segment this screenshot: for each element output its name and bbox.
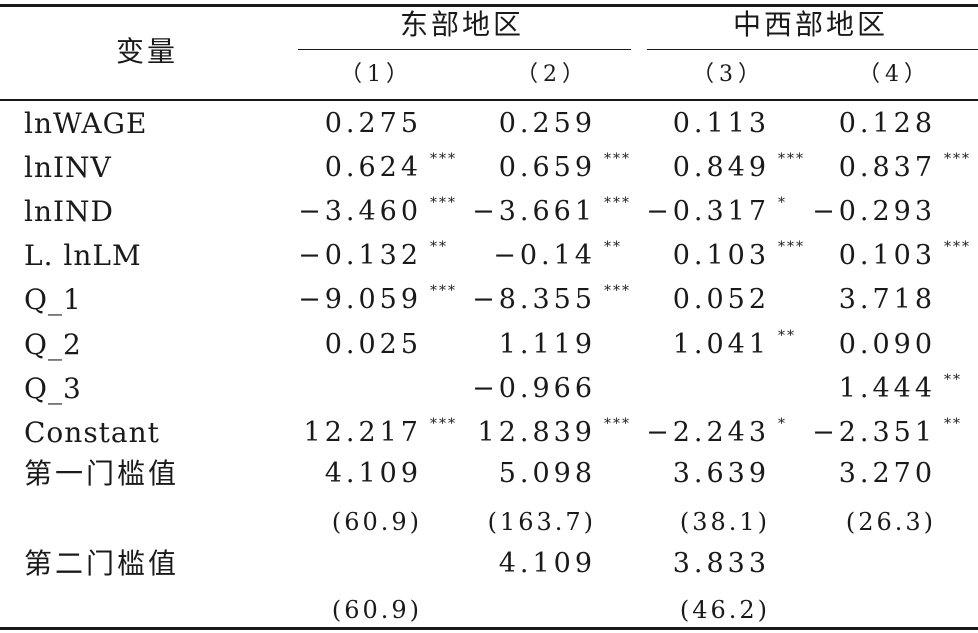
table-cell: 3.833 — [672, 548, 770, 579]
row-label: lnIND — [24, 195, 114, 228]
table-cell: −9.059 — [298, 284, 422, 315]
table-cell: 0.837 — [838, 152, 936, 183]
table-cell: (46.2) — [679, 596, 770, 624]
table-cell: 0.849 — [672, 152, 770, 183]
table-cell: 0.128 — [838, 108, 936, 139]
row-label: Q_3 — [24, 372, 82, 405]
column-header-2: （2） — [516, 62, 589, 87]
significance-marker: *** — [778, 151, 805, 167]
significance-marker: ** — [778, 328, 796, 344]
table-cell: 1.119 — [498, 329, 596, 360]
table-cell: (163.7) — [487, 508, 596, 536]
significance-marker: * — [778, 195, 787, 211]
group-rule-east — [298, 49, 631, 50]
significance-marker: *** — [430, 283, 457, 299]
variable-header: 变量 — [116, 35, 179, 68]
table-cell: −0.132 — [298, 240, 422, 271]
table-cell: −0.317 — [646, 196, 770, 227]
table-cell: 4.109 — [498, 548, 596, 579]
significance-marker: ** — [944, 416, 962, 432]
column-header-4: （4） — [858, 62, 931, 87]
table-cell: 0.659 — [498, 152, 596, 183]
table-cell: 5.098 — [498, 458, 596, 489]
significance-marker: *** — [778, 239, 805, 255]
significance-marker: *** — [604, 283, 631, 299]
table-cell: 1.041 — [672, 329, 770, 360]
table-cell: (60.9) — [331, 596, 422, 624]
row-label: L. lnLM — [24, 239, 142, 272]
significance-marker: *** — [430, 195, 457, 211]
row-label: lnWAGE — [24, 107, 148, 140]
table-cell: −0.293 — [812, 196, 936, 227]
significance-marker: *** — [944, 151, 971, 167]
row-label: 第二门槛值 — [24, 547, 180, 580]
group-header-midwest: 中西部地区 — [733, 8, 889, 41]
group-header-east: 东部地区 — [400, 8, 525, 41]
table-cell: 0.103 — [838, 240, 936, 271]
table-cell: 0.103 — [672, 240, 770, 271]
significance-marker: *** — [604, 195, 631, 211]
table-cell: 3.718 — [838, 284, 936, 315]
table-cell: −0.966 — [472, 373, 596, 404]
column-header-1: （1） — [340, 62, 413, 87]
table-cell: −3.661 — [472, 196, 596, 227]
significance-marker: ** — [430, 239, 448, 255]
row-label: lnINV — [24, 151, 112, 184]
significance-marker: * — [778, 416, 787, 432]
significance-marker: *** — [430, 416, 457, 432]
significance-marker: *** — [944, 239, 971, 255]
significance-marker: ** — [944, 372, 962, 388]
table-cell: −0.14 — [493, 240, 596, 271]
row-label: Q_2 — [24, 328, 82, 361]
table-cell: 3.270 — [838, 458, 936, 489]
table-cell: −8.355 — [472, 284, 596, 315]
table-top-rule — [0, 4, 978, 7]
significance-marker: *** — [430, 151, 457, 167]
table-cell: −2.351 — [812, 417, 936, 448]
table-cell: (26.3) — [845, 508, 936, 536]
table-cell: −2.243 — [646, 417, 770, 448]
table-cell: 0.113 — [672, 108, 770, 139]
table-cell: 1.444 — [838, 373, 936, 404]
row-label: Q_1 — [24, 283, 82, 316]
table-cell: 0.052 — [672, 284, 770, 315]
table-bottom-rule — [0, 627, 978, 630]
row-label: 第一门槛值 — [24, 457, 180, 490]
group-rule-midwest — [647, 49, 978, 50]
table-cell: 0.624 — [324, 152, 422, 183]
table-cell: 0.275 — [324, 108, 422, 139]
row-label: Constant — [24, 416, 160, 449]
significance-marker: *** — [604, 416, 631, 432]
table-header-rule — [0, 99, 978, 101]
table-cell: (60.9) — [331, 508, 422, 536]
table-cell: 0.025 — [324, 329, 422, 360]
table-cell: 0.259 — [498, 108, 596, 139]
table-cell: −3.460 — [298, 196, 422, 227]
table-cell: 0.090 — [838, 329, 936, 360]
column-header-3: （3） — [692, 62, 765, 87]
significance-marker: ** — [604, 239, 622, 255]
table-cell: 12.839 — [477, 417, 596, 448]
table-cell: 3.639 — [672, 458, 770, 489]
table-cell: 12.217 — [303, 417, 422, 448]
table-cell: 4.109 — [324, 458, 422, 489]
significance-marker: *** — [604, 151, 631, 167]
table-cell: (38.1) — [679, 508, 770, 536]
